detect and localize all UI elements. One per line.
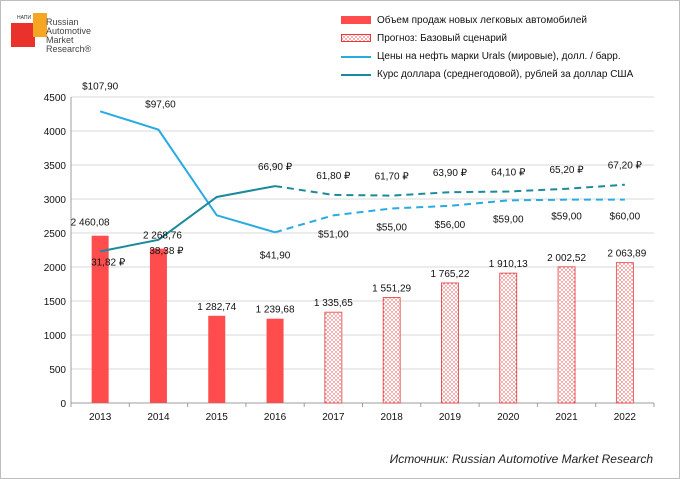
sales-value-label: 1 335,65	[314, 298, 353, 309]
sales-value-label: 2 268,76	[143, 231, 182, 242]
forecast-bar	[324, 311, 343, 404]
x-tick-label: 2016	[264, 412, 287, 423]
forecast-bar	[441, 282, 459, 404]
x-tick-label: 2015	[206, 412, 229, 423]
bar-layer	[91, 235, 634, 404]
label-layer: 0 500 1000 1500 2000 2500 3000 3500 4000 4500 2013…	[44, 81, 647, 423]
usd-rate-label: 63,90 ₽	[433, 168, 468, 179]
legend-label-oil: Цены на нефть марки Urals (мировые), дол…	[377, 51, 621, 62]
company-logo: НАПИ Russian Automotive Market Research®	[11, 9, 91, 67]
oil-price-label: $56,00	[435, 220, 466, 231]
y-tick-label: 2000	[44, 263, 67, 274]
legend-swatch-sales	[341, 16, 371, 24]
logo-small-text: НАПИ	[17, 15, 32, 21]
sales-bar	[208, 315, 226, 403]
logo-line: Automotive	[46, 26, 92, 36]
logo-orange-square	[33, 13, 47, 37]
forecast-bar	[499, 272, 518, 404]
legend-swatch-oil	[341, 56, 371, 58]
y-tick-label: 4500	[44, 93, 67, 104]
legend-swatch-forecast	[341, 34, 371, 42]
sales-bar	[91, 235, 109, 403]
source-note: Источник: Russian Automotive Market Rese…	[389, 452, 653, 466]
oil-price-label: $59,00	[493, 214, 524, 225]
oil-price-line	[99, 110, 276, 234]
y-tick-label: 2500	[44, 229, 67, 240]
x-tick-label: 2019	[439, 412, 462, 423]
sales-bar	[266, 318, 284, 403]
x-tick-label: 2018	[381, 412, 404, 423]
grid-layer	[70, 96, 655, 407]
oil-price-label: $55,00	[376, 223, 407, 234]
oil-price-label: $59,00	[551, 212, 582, 223]
sales-value-label: 1 239,68	[256, 305, 295, 316]
usd-rate-label: 66,90 ₽	[258, 162, 293, 173]
logo-wordmark: Russian Automotive Market Research®	[46, 18, 91, 54]
x-tick-label: 2021	[555, 412, 578, 423]
sales-value-label: 1 551,29	[372, 284, 411, 295]
forecast-bar	[557, 266, 576, 404]
usd-rate-label: 38,38 ₽	[149, 246, 184, 257]
forecast-bar	[615, 262, 634, 404]
y-tick-label: 1000	[44, 331, 67, 342]
sales-value-label: 1 282,74	[197, 302, 236, 313]
usd-rate-label: 65,20 ₽	[549, 165, 584, 176]
x-tick-label: 2014	[147, 412, 170, 423]
y-tick-label: 3500	[44, 161, 67, 172]
forecast-bar	[382, 297, 401, 404]
logo-line: Market	[46, 35, 74, 45]
legend-label-sales: Объем продаж новых легковых автомобилей	[377, 15, 587, 26]
sales-value-label: 2 063,89	[607, 249, 646, 260]
oil-price-label: $107,90	[82, 81, 119, 92]
sales-value-label: 2 002,52	[547, 253, 586, 264]
logo-line: Research®	[46, 44, 92, 54]
usd-rate-label: 67,20 ₽	[608, 161, 643, 172]
oil-price-label: $41,90	[260, 250, 291, 261]
y-tick-label: 4000	[44, 127, 67, 138]
x-tick-label: 2013	[89, 412, 112, 423]
legend-label-forecast: Прогноз: Базовый сценарий	[377, 33, 507, 44]
logo-red-square	[11, 23, 35, 47]
oil-price-label: $51,00	[318, 229, 349, 240]
y-tick-label: 500	[49, 365, 66, 376]
logo-line: Russian	[46, 17, 79, 27]
legend-swatch-usd	[341, 74, 371, 76]
line-layer	[99, 110, 625, 253]
oil-price-label: $60,00	[610, 212, 641, 223]
usd-rate-label: 61,80 ₽	[316, 171, 351, 182]
legend-label-usd: Курс доллара (среднегодовой), рублей за …	[377, 69, 634, 80]
usd-rate-label: 61,70 ₽	[375, 172, 410, 183]
y-tick-label: 3000	[44, 195, 67, 206]
usd-rate-line	[99, 185, 276, 253]
sales-bar	[149, 248, 167, 403]
usd-rate-forecast-line	[274, 183, 625, 197]
y-tick-label: 0	[60, 399, 66, 410]
sales-value-label: 2 460,08	[71, 218, 110, 229]
sales-value-label: 1 765,22	[430, 269, 469, 280]
y-tick-label: 1500	[44, 297, 67, 308]
usd-rate-label: 31,82 ₽	[91, 257, 126, 268]
usd-rate-label: 64,10 ₽	[491, 168, 526, 179]
sales-value-label: 1 910,13	[489, 259, 528, 270]
x-tick-label: 2022	[614, 412, 637, 423]
oil-price-label: $97,60	[145, 100, 176, 111]
x-tick-label: 2020	[497, 412, 520, 423]
x-tick-label: 2017	[322, 412, 345, 423]
